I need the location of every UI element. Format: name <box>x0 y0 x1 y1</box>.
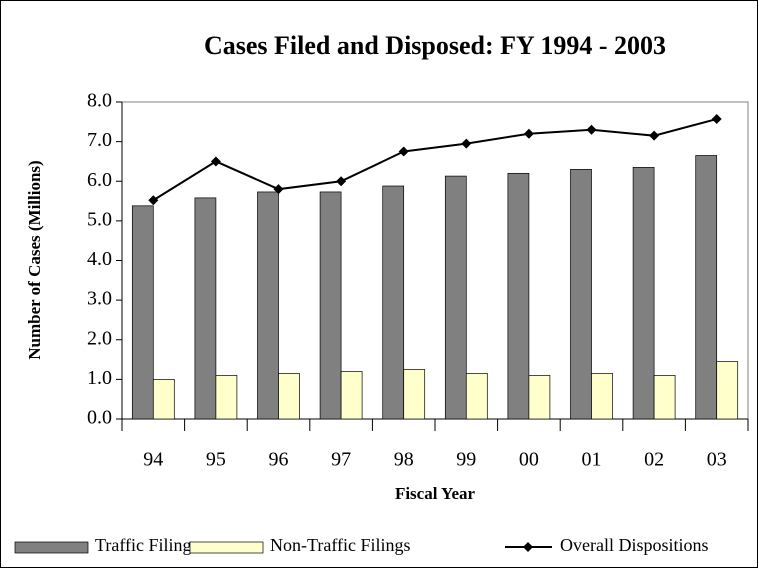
bar <box>695 155 718 420</box>
line-marker <box>586 124 597 135</box>
y-tick-label: 5.0 <box>87 208 112 230</box>
line-marker <box>711 114 722 125</box>
legend-marker <box>523 542 533 552</box>
x-tick-label: 02 <box>644 449 664 471</box>
bar <box>215 375 238 420</box>
x-tick-label: 94 <box>143 449 163 471</box>
y-tick-label: 1.0 <box>87 367 112 389</box>
line-marker <box>273 184 284 195</box>
bar <box>257 191 279 420</box>
bar <box>382 185 405 420</box>
bar <box>507 172 530 420</box>
legend-label: Overall Dispositions <box>560 535 709 555</box>
bar <box>653 375 676 420</box>
line-marker <box>148 195 159 206</box>
line-marker <box>210 156 221 167</box>
chart-title: Cases Filed and Disposed: FY 1994 - 2003 <box>204 31 666 60</box>
bar <box>403 369 426 420</box>
x-tick-label: 00 <box>519 449 539 471</box>
line-series <box>152 118 717 202</box>
x-tick-label: 97 <box>331 449 351 471</box>
y-axis-title: Number of Cases (Millions) <box>25 160 44 359</box>
bar <box>444 175 467 420</box>
x-tick-label: 01 <box>582 449 602 471</box>
x-tick-label: 95 <box>206 449 226 471</box>
bar <box>465 373 488 420</box>
y-tick-label: 4.0 <box>87 248 112 270</box>
legend-swatch <box>14 541 89 554</box>
x-tick-label: 96 <box>269 449 289 471</box>
bar <box>319 191 342 420</box>
x-tick-label: 98 <box>394 449 414 471</box>
y-tick-label: 2.0 <box>87 327 112 349</box>
bar <box>340 371 363 420</box>
y-tick-label: 7.0 <box>87 129 112 151</box>
bar <box>194 197 217 420</box>
x-tick-label: 99 <box>456 449 476 471</box>
bar <box>591 373 613 420</box>
bar <box>570 169 592 420</box>
y-tick-label: 6.0 <box>87 169 112 191</box>
bar <box>152 379 175 420</box>
bar <box>716 361 739 420</box>
y-tick-label: 8.0 <box>87 90 112 112</box>
x-axis-title: Fiscal Year <box>395 484 476 503</box>
legend-label: Traffic Filings <box>95 535 199 555</box>
line-marker <box>649 130 660 141</box>
bar <box>528 375 551 420</box>
line-marker <box>461 138 472 149</box>
bar <box>131 205 154 420</box>
bar <box>632 167 655 420</box>
legend-swatch <box>189 541 264 554</box>
legend-label: Non-Traffic Filings <box>270 535 411 555</box>
line-marker <box>398 146 409 157</box>
y-tick-label: 0.0 <box>87 407 112 429</box>
line-marker <box>523 128 534 139</box>
x-tick-label: 03 <box>707 449 727 471</box>
line-marker <box>336 176 347 187</box>
bar <box>278 373 300 420</box>
y-tick-label: 3.0 <box>87 288 112 310</box>
